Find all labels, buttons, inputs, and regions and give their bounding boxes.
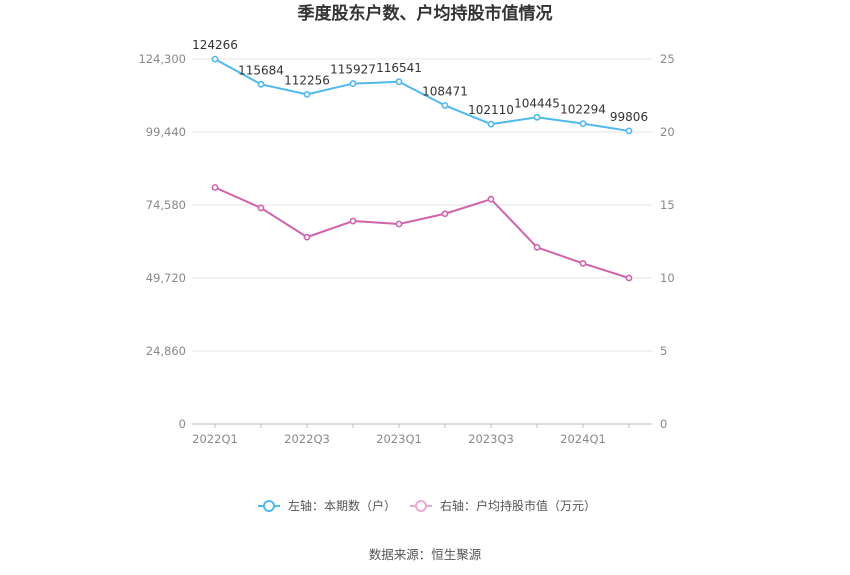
- data-point: [395, 220, 403, 228]
- legend[interactable]: 左轴：本期数（户） 右轴：户均持股市值（万元）: [258, 498, 596, 513]
- data-point: [533, 113, 541, 121]
- data-label: 124266: [192, 38, 238, 52]
- legend-label: 左轴：本期数（户）: [288, 498, 396, 513]
- data-label: 99806: [610, 110, 648, 124]
- data-source: 数据来源：恒生聚源: [369, 547, 482, 562]
- data-label: 116541: [376, 61, 422, 75]
- right-tick-label: 25: [660, 52, 675, 66]
- right-axis: 0 5 10 15 20 25: [660, 52, 675, 431]
- series-layer: [211, 55, 633, 282]
- data-point: [211, 55, 219, 63]
- data-point: [579, 120, 587, 128]
- data-point: [257, 204, 265, 212]
- data-point: [349, 217, 357, 225]
- x-axis: 2022Q1 2022Q3 2023Q1 2023Q3 2024Q1: [192, 424, 630, 446]
- x-tick-label: 2023Q3: [468, 432, 514, 446]
- data-point: [395, 78, 403, 86]
- data-point: [533, 243, 541, 251]
- series-line-2: [214, 186, 630, 279]
- data-point: [441, 102, 449, 109]
- grid-lines: [192, 58, 652, 425]
- left-tick-label: 49,720: [146, 271, 186, 285]
- x-tick-label: 2022Q3: [284, 432, 330, 446]
- data-point: [625, 127, 633, 135]
- data-point: [625, 274, 633, 282]
- data-point: [211, 184, 219, 191]
- left-tick-label: 24,860: [146, 344, 186, 358]
- data-point: [257, 80, 265, 88]
- left-tick-label: 0: [179, 417, 186, 431]
- left-tick-label: 124,300: [138, 52, 186, 66]
- data-label: 104445: [514, 96, 560, 110]
- data-point: [349, 80, 357, 87]
- right-tick-label: 0: [660, 417, 667, 431]
- data-point: [303, 90, 311, 98]
- data-label: 102294: [560, 103, 606, 117]
- chart-title: 季度股东户数、户均持股市值情况: [298, 3, 553, 24]
- right-tick-label: 15: [660, 198, 675, 212]
- legend-item-market-value[interactable]: 右轴：户均持股市值（万元）: [410, 498, 596, 513]
- legend-marker-icon: [415, 500, 427, 512]
- data-label: 112256: [284, 73, 330, 87]
- left-tick-label: 99,440: [146, 125, 186, 139]
- data-point: [579, 259, 587, 267]
- legend-item-households[interactable]: 左轴：本期数（户）: [258, 498, 396, 513]
- data-label: 115927: [330, 63, 376, 77]
- legend-label: 右轴：户均持股市值（万元）: [440, 498, 596, 513]
- x-tick-label: 2024Q1: [560, 432, 606, 446]
- legend-marker-icon: [263, 500, 275, 512]
- x-tick-label: 2022Q1: [192, 432, 238, 446]
- data-point: [303, 233, 311, 241]
- left-tick-label: 74,580: [146, 198, 186, 212]
- right-tick-label: 5: [660, 344, 667, 358]
- data-point: [487, 195, 495, 203]
- right-tick-label: 10: [660, 271, 675, 285]
- data-point: [441, 210, 449, 218]
- data-label: 102110: [468, 103, 514, 117]
- data-point: [487, 120, 495, 128]
- data-label: 115684: [238, 63, 284, 77]
- x-tick-label: 2023Q1: [376, 432, 422, 446]
- right-tick-label: 20: [660, 125, 675, 139]
- left-axis: 0 24,860 49,720 74,580 99,440 124,300: [138, 52, 186, 431]
- series-line-1: [214, 58, 630, 132]
- data-label: 108471: [422, 84, 468, 98]
